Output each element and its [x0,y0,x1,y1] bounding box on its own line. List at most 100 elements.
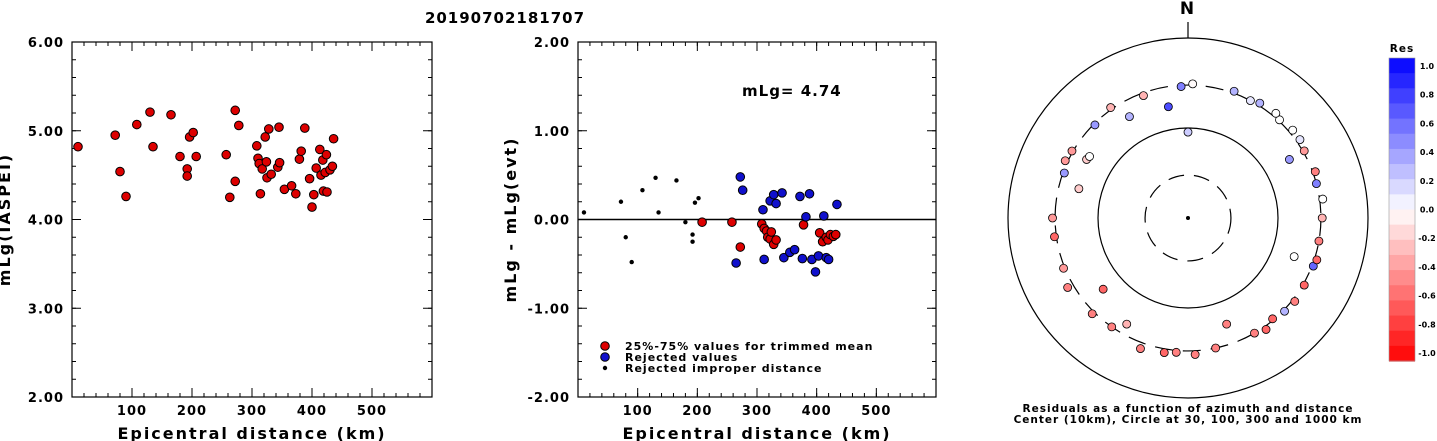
data-point [257,164,268,174]
x-tick-label: 400 [802,404,832,419]
colorbar-segment [1389,103,1415,120]
station-residual-point [1211,343,1221,353]
data-point [737,185,748,196]
data-point [132,119,142,130]
data-point [777,188,787,198]
colorbar-tick-label: 1.0 [1420,62,1435,71]
colorbar-tick-label: 0.0 [1420,206,1435,215]
data-point [311,163,322,173]
colorbar-segment [1389,254,1415,271]
station-residual-point [1050,232,1059,242]
station-residual-point [1163,102,1173,112]
station-residual-point [1176,82,1186,91]
y-tick-label: -2.00 [528,391,570,406]
data-point-rejected-distance [690,232,695,237]
colorbar-tick-label: -0.2 [1418,234,1436,243]
y-tick-label: 2.00 [28,391,64,406]
station-residual-point [1310,167,1320,177]
x-axis-label: Epicentral distance (km) [622,424,891,441]
x-tick-label: 200 [177,404,207,419]
colorbar-tick-label: -0.8 [1418,320,1436,329]
data-point [832,199,842,210]
station-residual-point [1314,236,1324,246]
colorbar-segment [1389,345,1415,362]
colorbar-tick-label: 0.4 [1420,148,1435,157]
data-point [795,191,805,202]
station-residual-point [1107,322,1117,332]
y-tick-label: 5.00 [28,125,64,140]
y-tick-label: 1.00 [534,125,570,140]
data-point [294,154,305,164]
data-point [322,187,332,197]
x-tick-label: 500 [861,404,891,419]
data-point [261,157,272,167]
data-point [251,141,262,151]
data-point [758,204,768,215]
y-tick-label: 0.00 [534,214,570,229]
station-residual-point [1299,146,1309,156]
station-residual-point [1255,98,1265,108]
x-tick-label: 500 [357,404,387,419]
data-point [797,253,808,264]
colorbar-segment [1389,88,1415,105]
data-point [182,171,192,181]
data-point-rejected-distance [696,196,701,201]
colorbar-segment [1389,239,1415,256]
station-residual-point [1122,319,1132,329]
colorbar-segment [1389,164,1415,180]
data-point [771,235,781,245]
station-residual-point [1285,155,1294,164]
colorbar-frame [1388,57,1416,362]
x-tick-label: 400 [297,404,327,419]
colorbar-tick-label: -0.4 [1418,263,1436,272]
station-residual-point [1067,146,1077,156]
station-residual-point [1222,319,1232,329]
data-point [819,211,829,221]
colorbar-tick-label: 0.8 [1420,91,1435,100]
station-residual-point [1317,213,1327,223]
data-point [110,130,120,140]
legend-marker [600,352,610,362]
azimuth-distance-panel: N Residuals as a function of azimuth and … [1007,0,1436,426]
legend-label: Rejected values [625,351,738,364]
data-point [291,188,301,199]
x-tick-label: 300 [742,404,772,419]
figure-title: 20190702181707 [424,9,586,27]
data-point [260,132,271,142]
data-point-rejected-distance [653,175,658,180]
y-tick-label: 6.00 [28,36,64,51]
data-point-rejected-distance [629,259,634,265]
data-point-rejected-distance [581,210,587,215]
data-point [230,105,240,116]
legend-label: 25%-75% values for trimmed mean [625,340,873,353]
station-residual-point [1280,306,1289,316]
station-residual-point [1312,179,1321,188]
data-point-rejected-distance [690,239,695,244]
data-point [731,258,741,268]
y-tick-label: 4.00 [28,214,64,229]
y-axis-label: mLg - mLg(evt) [501,137,520,303]
chart-panel-1: 2.00 3.00 4.00 5.00 6.00 100 200 300 400 500 Epice… [0,36,433,441]
station-residual-point [1125,112,1134,121]
station-residual-point [1246,96,1255,106]
station-residual-point [1190,350,1200,359]
data-point-rejected-distance [623,235,628,240]
data-point [766,227,777,237]
colorbar-segment [1389,315,1415,332]
data-point [221,149,231,160]
station-residual-point [1271,108,1281,118]
data-point [255,188,266,199]
data-point [810,267,821,277]
colorbar-segment [1389,179,1415,195]
caption-line: Center (10km), Circle at 30, 100, 300 an… [1014,414,1363,426]
station-residual-point [1136,344,1145,353]
data-point [697,217,707,227]
magnitude-annotation: mLg= 4.74 [742,82,842,100]
data-point [814,228,825,238]
station-residual-point [1159,348,1169,357]
data-point-rejected-distance [674,178,679,183]
colorbar-segment [1389,58,1415,74]
data-point-rejected-distance [683,219,688,225]
station-residual-point [1059,168,1069,178]
